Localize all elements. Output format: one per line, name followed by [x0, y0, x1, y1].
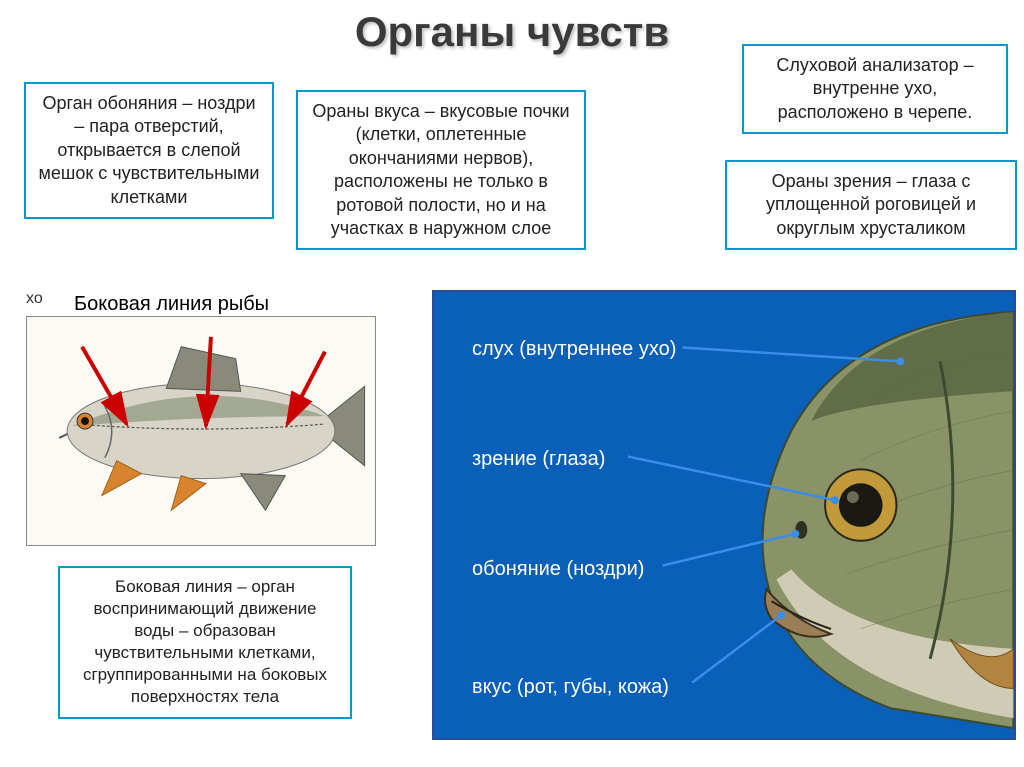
fish2-label-smell: обоняние (ноздри): [472, 558, 644, 581]
lateral-xo-text: хо: [26, 290, 43, 308]
lateral-line-fish-figure: [26, 316, 376, 546]
fish2-label-vision: зрение (глаза): [472, 448, 605, 471]
page-title: Органы чувств: [355, 8, 669, 56]
box-taste: Ораны вкуса – вкусовые почки (клетки, оп…: [296, 90, 586, 250]
fish2-label-taste: вкус (рот, губы, кожа): [472, 676, 669, 699]
lateral-line-img-label: Боковая линия рыбы: [74, 293, 269, 316]
box-hearing: Слуховой анализатор – внутренне ухо, рас…: [742, 44, 1008, 134]
fish2-label-hearing: слух (внутреннее ухо): [472, 338, 676, 361]
box-lateral-line: Боковая линия – орган воспринимающий дви…: [58, 566, 352, 719]
fish-head-figure: слух (внутреннее ухо) зрение (глаза) обо…: [432, 290, 1016, 740]
box-smell: Орган обоняния – ноздри – пара отверстий…: [24, 82, 274, 219]
lateral-line-fish-svg: [27, 317, 375, 545]
box-vision: Ораны зрения – глаза с уплощенной рогови…: [725, 160, 1017, 250]
